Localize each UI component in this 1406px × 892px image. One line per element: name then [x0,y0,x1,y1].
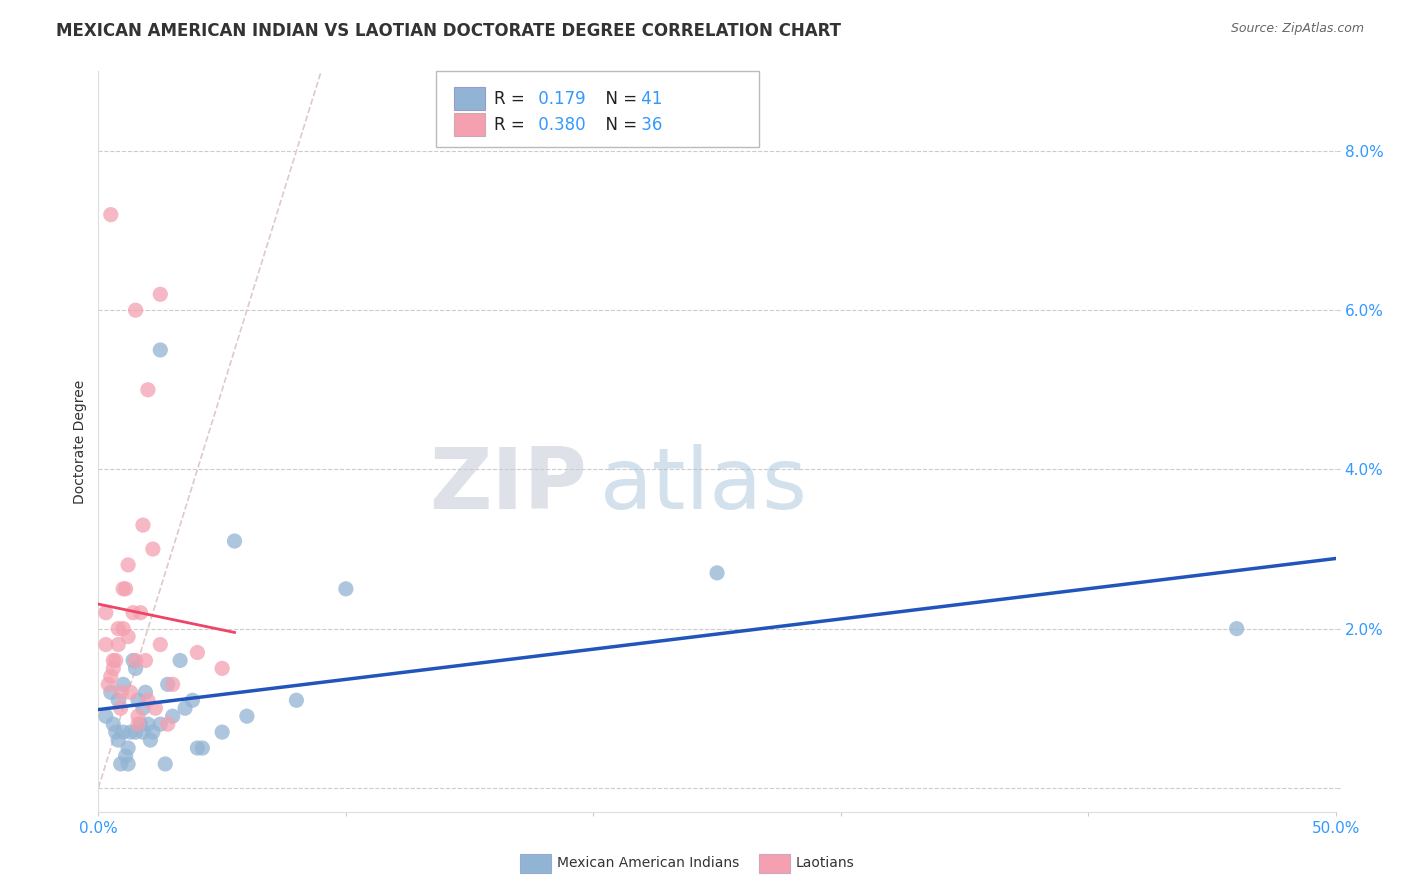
Point [103,661,125,675]
Point [129,606,152,620]
Point [104,725,127,739]
Text: Laotians: Laotians [796,855,855,870]
Point [112,725,135,739]
Point [139,733,162,747]
Point [120,685,142,699]
Point [186,646,208,660]
Point [110,701,132,715]
Point [143,701,166,715]
Point [104,653,127,667]
Text: 36: 36 [636,116,662,134]
Point [107,733,129,747]
Point [127,717,149,731]
Point [191,741,214,756]
Point [110,685,132,699]
Point [162,709,184,723]
Text: 0.380: 0.380 [533,116,585,134]
Point [112,677,135,691]
Point [142,725,165,739]
Point [117,630,139,644]
Point [134,685,156,699]
Point [169,653,191,667]
Point [107,693,129,707]
Text: Source: ZipAtlas.com: Source: ZipAtlas.com [1230,22,1364,36]
Point [335,582,357,596]
Point [142,541,165,556]
Point [136,383,159,397]
Point [155,756,177,771]
Point [124,661,146,675]
Point [107,622,129,636]
Point [149,343,172,357]
Point [122,606,145,620]
Text: ZIP: ZIP [429,444,588,527]
Point [149,638,172,652]
Text: MEXICAN AMERICAN INDIAN VS LAOTIAN DOCTORATE DEGREE CORRELATION CHART: MEXICAN AMERICAN INDIAN VS LAOTIAN DOCTO… [56,22,841,40]
Y-axis label: Doctorate Degree: Doctorate Degree [73,379,87,504]
Point [122,653,145,667]
Point [156,717,179,731]
Point [132,701,155,715]
Point [224,534,246,549]
Text: R =: R = [494,116,530,134]
Point [124,303,146,318]
Point [706,566,728,580]
Point [100,685,122,699]
Point [132,725,155,739]
Point [211,725,233,739]
Point [162,677,184,691]
Point [1226,622,1249,636]
Point [174,701,197,715]
Point [94,638,117,652]
Point [129,717,152,731]
Point [97,677,120,691]
Point [134,653,156,667]
Point [156,677,179,691]
Text: Mexican American Indians: Mexican American Indians [557,855,740,870]
Point [112,582,135,596]
Point [236,709,259,723]
Point [110,756,132,771]
Point [211,661,233,675]
Point [124,725,146,739]
Point [103,653,125,667]
Point [94,709,117,723]
Point [103,717,125,731]
Point [114,582,136,596]
Point [181,693,204,707]
Text: N =: N = [595,90,643,108]
Point [112,622,135,636]
Text: N =: N = [595,116,643,134]
Point [117,741,139,756]
Text: R =: R = [494,90,530,108]
Point [127,693,149,707]
Point [107,638,129,652]
Point [124,653,146,667]
Point [114,749,136,764]
Text: 41: 41 [636,90,662,108]
Point [94,606,117,620]
Point [120,725,142,739]
Text: atlas: atlas [599,444,807,527]
Point [117,558,139,572]
Point [149,287,172,301]
Point [127,709,149,723]
Point [117,756,139,771]
Point [132,518,155,533]
Text: 0.179: 0.179 [533,90,585,108]
Point [136,693,159,707]
Point [149,717,172,731]
Point [186,741,208,756]
Point [285,693,308,707]
Point [100,208,122,222]
Point [100,669,122,683]
Point [136,717,159,731]
